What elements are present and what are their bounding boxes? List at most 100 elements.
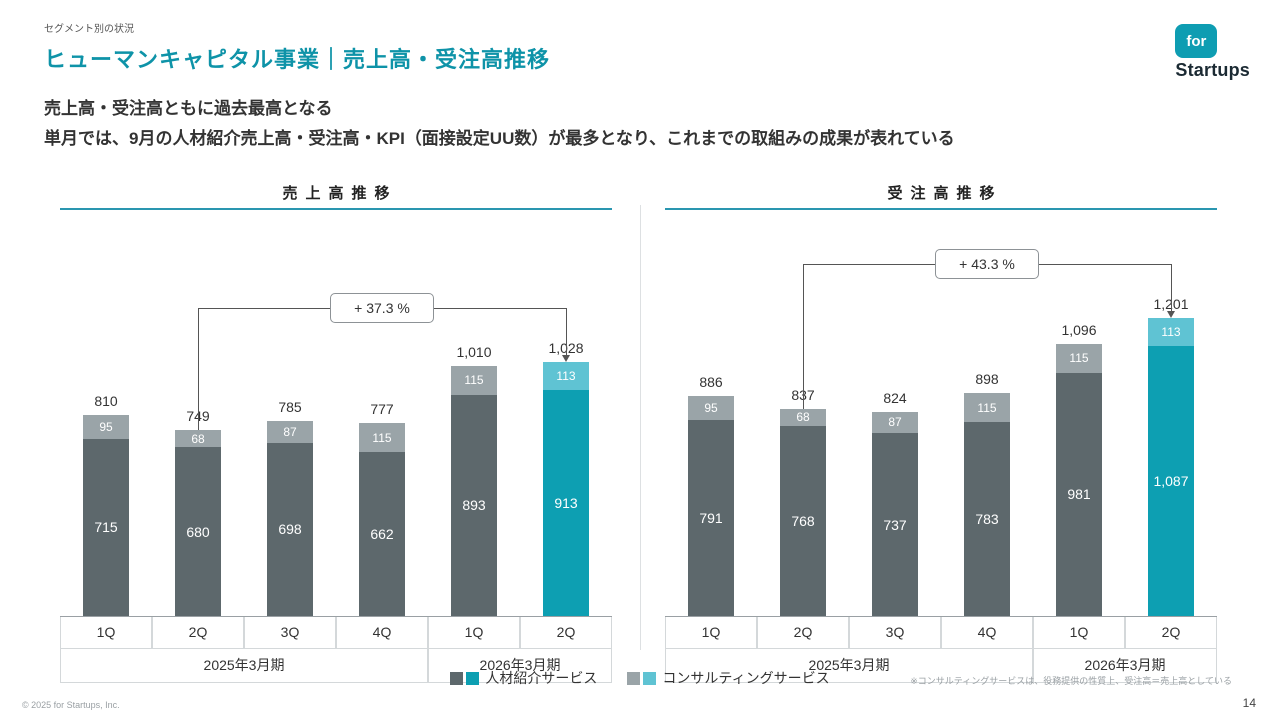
axis-period-label: 2025年3月期: [60, 649, 428, 683]
bar-value-top: 113: [556, 368, 576, 383]
bar-value-main: 783: [975, 510, 999, 527]
axis-quarter-label: 2Q: [520, 616, 612, 649]
bar-segment-top: 115: [1056, 344, 1102, 373]
bar-total-label: 898: [975, 371, 999, 388]
bar-value-top: 115: [464, 373, 484, 388]
bar-value-main: 715: [94, 519, 118, 536]
bar-segment-top: 115: [359, 423, 405, 452]
axis-quarter-label: 2Q: [757, 616, 849, 649]
revenue-chart-plot: 715 95 810 1Q 680 68 749 2Q 698 87 785 3Q 662 115 777 4…: [60, 208, 612, 683]
legend-swatch-icon: [466, 671, 480, 685]
chart-divider: [640, 205, 641, 650]
axis-quarter-label: 2Q: [152, 616, 244, 649]
bar-segment-top: 113: [543, 361, 589, 390]
bar-value-main: 913: [554, 494, 578, 511]
bar-value-main: 698: [278, 521, 302, 538]
bar-value-top: 95: [704, 401, 718, 416]
bar-segment-top: 68: [780, 408, 826, 426]
bracket-line-left: [198, 307, 199, 431]
bar-total-label: 1,010: [456, 344, 492, 361]
x-axis-line: [665, 616, 1217, 617]
bar-value-top: 115: [1069, 351, 1089, 366]
bar-value-main: 662: [370, 525, 394, 542]
bar-segment-main: 768: [780, 425, 826, 616]
growth-rate-badge: + 43.3 %: [935, 249, 1039, 280]
bar-segment-top: 87: [872, 411, 918, 434]
bar-segment-main: 680: [175, 447, 221, 616]
legend: 人材紹介サービス コンサルティングサービス: [0, 668, 1280, 688]
axis-period-label: 2026年3月期: [428, 649, 612, 683]
chart-title-underline: [60, 208, 612, 210]
bar-value-top: 113: [1161, 325, 1181, 340]
bar-value-top: 68: [796, 410, 810, 425]
bar-total-label: 1,096: [1061, 322, 1097, 339]
legend-swatch-icon: [643, 671, 657, 685]
page-number: 14: [1242, 696, 1256, 710]
axis-quarter-label: 1Q: [665, 616, 757, 649]
bar-value-main: 893: [462, 497, 486, 514]
bar-total-label: 1,028: [520, 340, 612, 356]
bracket-line-right: [566, 307, 567, 356]
bar-segment-top: 68: [175, 430, 221, 448]
axis-quarter-label: 3Q: [244, 616, 336, 649]
page-title: ヒューマンキャピタル事業｜売上高・受注高推移: [44, 47, 551, 72]
footnote: ※コンサルティングサービスは、役務提供の性質上、受注高＝売上高としている: [910, 676, 1232, 686]
bar-total-label: 777: [370, 401, 394, 418]
bar-segment-main: 1,087: [1148, 346, 1194, 616]
bar-total-label: 824: [883, 389, 907, 406]
arrow-down-icon: [1167, 311, 1175, 319]
legend-item: 人材紹介サービス: [450, 668, 597, 688]
bar-segment-top: 95: [83, 415, 129, 439]
bar-segment-main: 791: [688, 419, 734, 616]
copyright: © 2025 for Startups, Inc.: [22, 700, 120, 710]
bar-value-top: 68: [191, 431, 205, 446]
axis-period-label: 2025年3月期: [665, 649, 1033, 683]
bar-segment-top: 115: [451, 366, 497, 395]
axis-quarter-label: 4Q: [941, 616, 1033, 649]
bar-value-main: 1,087: [1153, 473, 1189, 490]
subtitle-line-2: 単月では、9月の人材紹介売上高・受注高・KPI（面接設定UU数）が最多となり、こ…: [44, 129, 955, 148]
kicker: セグメント別の状況: [44, 24, 134, 35]
bar-segment-main: 783: [964, 421, 1010, 616]
legend-swatch-icon: [627, 671, 641, 685]
legend-label: 人材紹介サービス: [485, 670, 598, 686]
bar-segment-top: 95: [688, 396, 734, 420]
bar-segment-main: 893: [451, 394, 497, 616]
bar-value-main: 680: [186, 523, 210, 540]
bar-segment-main: 698: [267, 442, 313, 616]
axis-quarter-label: 1Q: [60, 616, 152, 649]
orders-chart-title: 受注高推移: [887, 185, 1003, 202]
bar-value-main: 791: [699, 509, 723, 526]
bar-segment-main: 913: [543, 389, 589, 616]
bracket-line-left: [803, 264, 804, 409]
revenue-chart: 売上高推移 715 95 810 1Q 680 68 749 2Q 698 87 785 3Q 662 1…: [60, 182, 612, 683]
revenue-chart-title: 売上高推移: [282, 185, 398, 202]
bar-segment-main: 737: [872, 433, 918, 616]
bracket-line-right: [1171, 264, 1172, 313]
bar-value-main: 737: [883, 516, 907, 533]
axis-quarter-label: 2Q: [1125, 616, 1217, 649]
growth-rate-badge: + 37.3 %: [330, 292, 434, 323]
legend-label: コンサルティングサービス: [662, 670, 830, 686]
bar-segment-main: 981: [1056, 372, 1102, 616]
bar-value-top: 87: [283, 425, 297, 440]
logo-wordmark: Startups: [1175, 60, 1250, 80]
bar-total-label: 749: [152, 408, 244, 424]
bar-value-top: 115: [372, 430, 392, 445]
orders-chart-plot: 791 95 886 1Q 768 68 837 2Q 737 87 824 3Q 783 115 898 4…: [665, 208, 1217, 683]
bar-value-top: 95: [99, 419, 113, 434]
bar-value-main: 768: [791, 512, 815, 529]
axis-period-label: 2026年3月期: [1033, 649, 1217, 683]
subtitle-line-1: 売上高・受注高ともに過去最高となる: [44, 99, 333, 118]
legend-swatch-icon: [450, 671, 464, 685]
bar-total-label: 837: [757, 387, 849, 403]
axis-quarter-label: 4Q: [336, 616, 428, 649]
axis-quarter-label: 1Q: [428, 616, 520, 649]
logo-mark-icon: for: [1175, 24, 1218, 58]
chart-title-underline: [665, 208, 1217, 210]
bar-total-label: 1,201: [1125, 296, 1217, 312]
axis-quarter-label: 3Q: [849, 616, 941, 649]
bar-segment-top: 113: [1148, 318, 1194, 347]
legend-item: コンサルティングサービス: [627, 668, 830, 688]
bar-total-label: 886: [699, 374, 723, 391]
